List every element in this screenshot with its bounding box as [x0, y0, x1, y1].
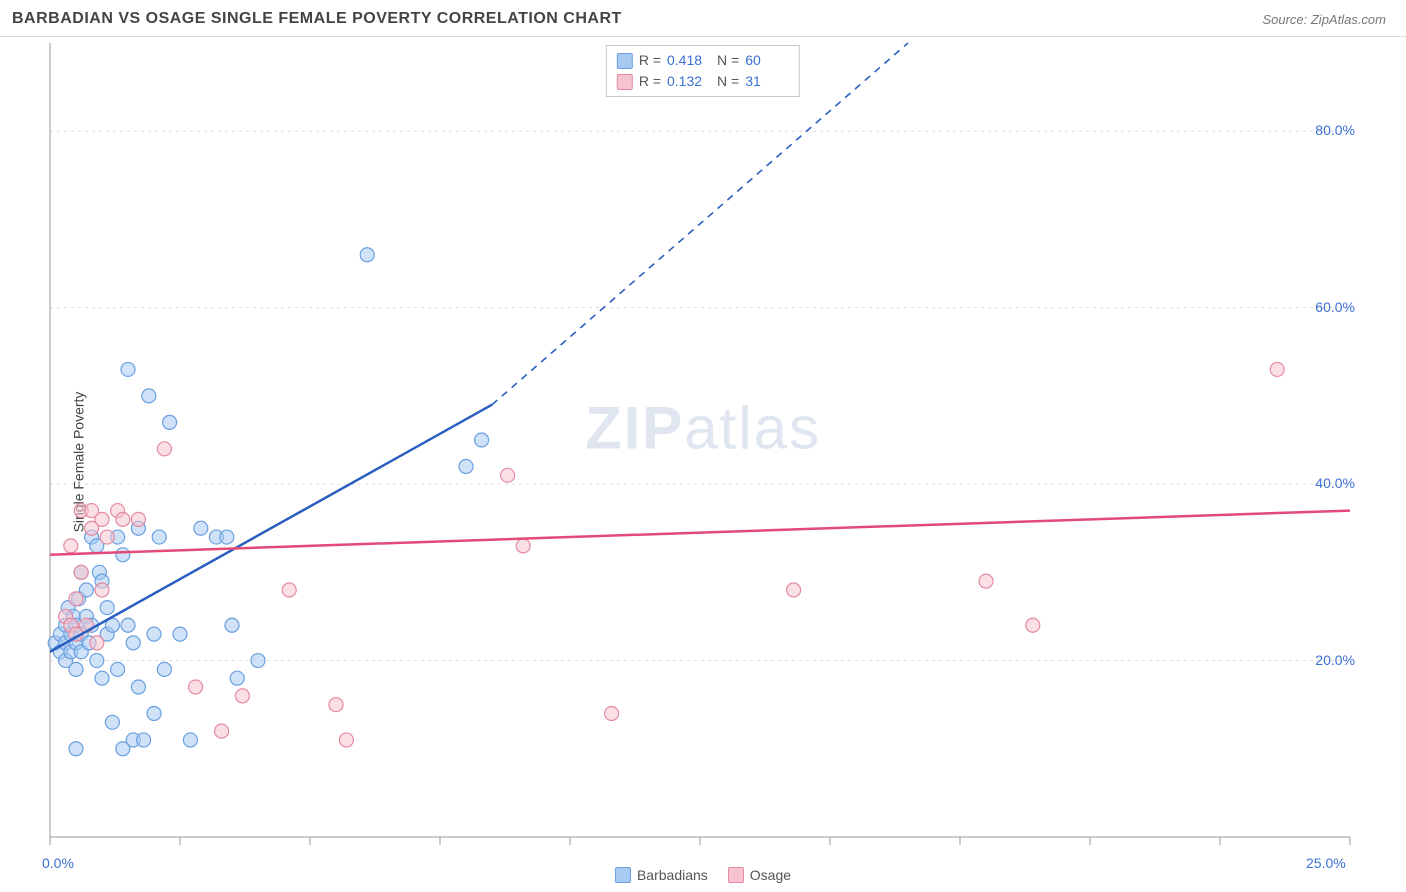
x-tick-label: 0.0% — [42, 855, 74, 871]
source-prefix: Source: — [1262, 12, 1310, 27]
legend-correlation: R = 0.418 N = 60 R = 0.132 N = 31 — [606, 45, 800, 97]
legend-row-barbadians: R = 0.418 N = 60 — [617, 50, 789, 71]
swatch-barbadians — [615, 867, 631, 883]
n-value-barbadians: 60 — [745, 50, 789, 71]
r-label: R = — [639, 50, 661, 71]
legend-label-osage: Osage — [750, 867, 791, 883]
legend-item-barbadians: Barbadians — [615, 867, 708, 883]
x-tick-label: 25.0% — [1306, 855, 1346, 871]
legend-item-osage: Osage — [728, 867, 791, 883]
n-value-osage: 31 — [745, 71, 789, 92]
y-tick-label: 40.0% — [1295, 475, 1355, 491]
r-label: R = — [639, 71, 661, 92]
legend-series: Barbadians Osage — [615, 867, 791, 883]
source-attribution: Source: ZipAtlas.com — [1262, 12, 1386, 27]
legend-label-barbadians: Barbadians — [637, 867, 708, 883]
swatch-osage — [617, 74, 633, 90]
swatch-osage — [728, 867, 744, 883]
swatch-barbadians — [617, 53, 633, 69]
plot-wrapper: Single Female Poverty ZIPatlas R = 0.418… — [0, 37, 1406, 887]
chart-title: BARBADIAN VS OSAGE SINGLE FEMALE POVERTY… — [12, 10, 622, 28]
y-tick-label: 60.0% — [1295, 299, 1355, 315]
y-tick-label: 80.0% — [1295, 122, 1355, 138]
r-value-barbadians: 0.418 — [667, 50, 711, 71]
legend-row-osage: R = 0.132 N = 31 — [617, 71, 789, 92]
n-label: N = — [717, 71, 739, 92]
source-site: ZipAtlas.com — [1311, 12, 1386, 27]
n-label: N = — [717, 50, 739, 71]
scatter-plot — [0, 37, 1406, 887]
r-value-osage: 0.132 — [667, 71, 711, 92]
chart-header: BARBADIAN VS OSAGE SINGLE FEMALE POVERTY… — [0, 0, 1406, 37]
y-tick-label: 20.0% — [1295, 652, 1355, 668]
